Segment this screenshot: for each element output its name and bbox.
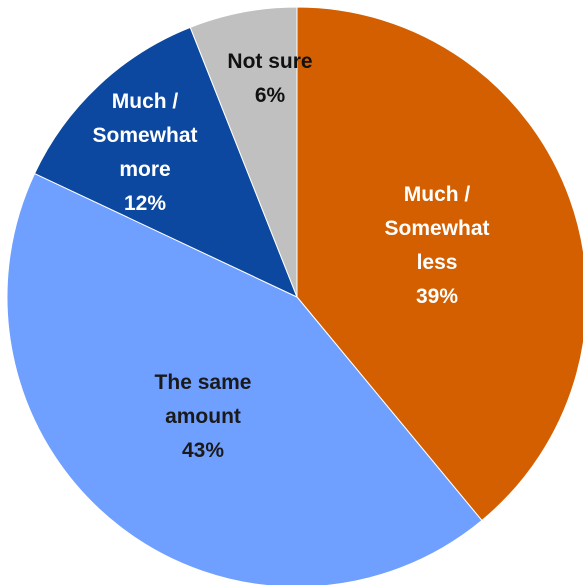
slice-category-label: Not sure: [227, 50, 312, 73]
slice-category-label: Somewhat: [92, 124, 197, 147]
slice-value-label: 12%: [124, 192, 166, 215]
slice-category-label: amount: [165, 405, 241, 428]
pie-label-3: Not sure 6%: [227, 50, 312, 107]
pie-slices: [6, 6, 583, 585]
slice-category-label: Somewhat: [384, 217, 489, 240]
slice-category-label: Much /: [112, 90, 179, 113]
pie-slice-2: [33, 26, 298, 298]
pie-slice-3: [189, 6, 298, 298]
slice-category-label: Much /: [404, 183, 471, 206]
slice-value-label: 6%: [255, 84, 286, 107]
slice-value-label: 43%: [182, 439, 224, 462]
pie-slice-0: [296, 6, 583, 522]
slice-value-label: 39%: [416, 285, 458, 308]
pie-label-1: The same amount 43%: [155, 371, 252, 462]
pie-slice-1: [6, 172, 483, 585]
pie-label-0: Much / Somewhat less 39%: [384, 183, 489, 308]
pie-label-2: Much / Somewhat more 12%: [92, 90, 197, 215]
pie-labels: Much / Somewhat less 39% The same amount 43% Mu…: [92, 50, 489, 462]
slice-category-label: less: [417, 251, 458, 274]
slice-category-label: The same: [155, 371, 252, 394]
slice-category-label: more: [119, 158, 170, 181]
